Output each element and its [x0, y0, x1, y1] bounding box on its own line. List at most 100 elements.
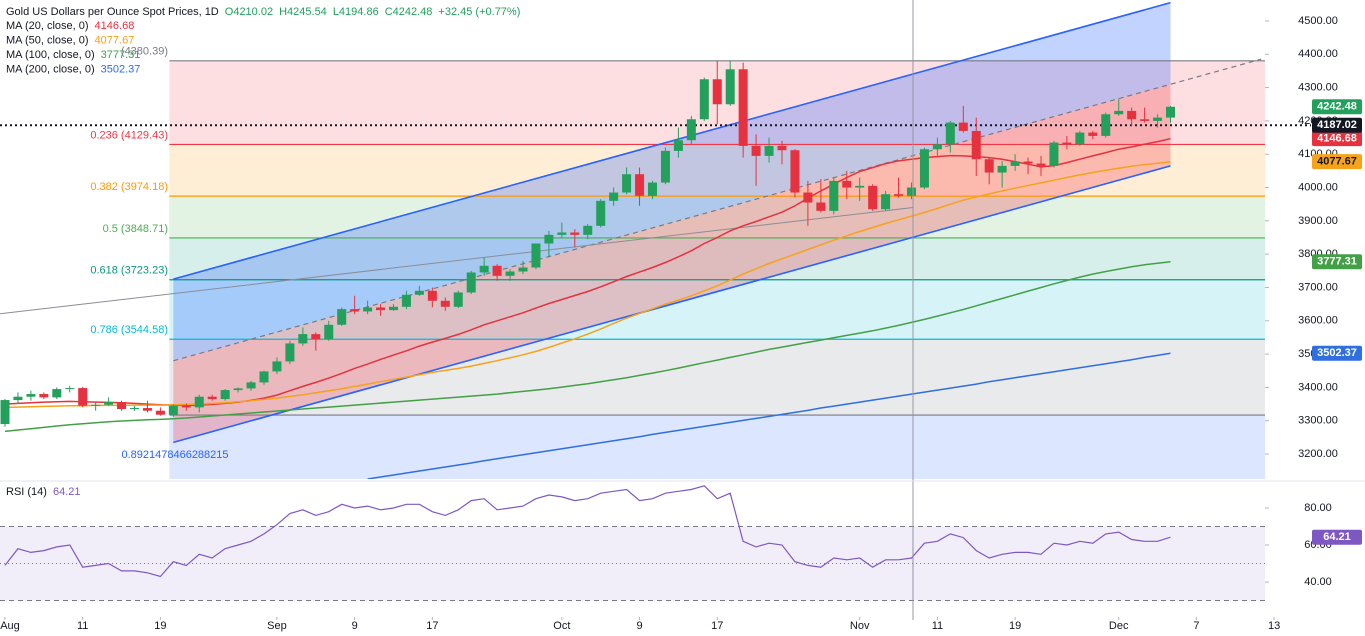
- candle-body: [376, 307, 386, 311]
- candle-body: [1140, 119, 1150, 121]
- candle-body: [1075, 132, 1085, 145]
- candle-body: [168, 405, 178, 415]
- x-tick-label: 7: [1193, 620, 1199, 632]
- rsi-band-fill: [0, 526, 1265, 601]
- fib-level-label: 0.786 (3544.58): [90, 324, 168, 336]
- channel-upper-fill: [173, 2, 1171, 361]
- quote-item: +32.45 (+0.77%): [438, 6, 520, 18]
- y-tick-label: 4300.00: [1298, 82, 1338, 94]
- candle-body: [751, 145, 761, 156]
- x-tick-label: Dec: [1109, 620, 1129, 632]
- fib-zone: [169, 144, 1265, 197]
- legend-entry: MA (100, close, 0) 3777.31: [6, 49, 140, 61]
- candle-body: [738, 69, 748, 146]
- legend-value: 4146.68: [95, 20, 135, 32]
- ma-price-tag: 4077.67: [1317, 156, 1357, 168]
- header: Gold US Dollars per Ounce Spot Prices, 1…: [6, 6, 520, 498]
- candle-body: [78, 388, 88, 406]
- candle-body: [26, 394, 36, 397]
- quote-item: C4242.48: [385, 6, 433, 18]
- candle-body: [1010, 161, 1020, 166]
- candle-body: [919, 149, 929, 188]
- quote-item: O4210.02: [225, 6, 273, 18]
- quote-item: L4194.86: [333, 6, 379, 18]
- candle-body: [363, 307, 373, 312]
- candle-body: [1062, 142, 1072, 145]
- channel-upper-line: [173, 1, 1171, 280]
- zones-layer: [0, 1, 1265, 479]
- candle-body: [855, 185, 865, 188]
- candle-body: [130, 408, 139, 410]
- y-tick-label: 4000.00: [1298, 181, 1338, 193]
- ma-price-tag-bg: [1312, 154, 1362, 170]
- candle-body: [505, 271, 515, 276]
- candle-body: [894, 194, 904, 196]
- candle-body: [1153, 117, 1163, 121]
- candle-body: [298, 334, 308, 344]
- candle-body: [52, 389, 62, 398]
- candle-body: [518, 267, 528, 272]
- tags-layer: 4146.68 4077.67 3777.31 3502.37 4187.02 4242.…: [1312, 99, 1362, 545]
- candle-body: [104, 402, 114, 405]
- candle-body: [272, 361, 282, 372]
- candle-body: [117, 402, 127, 410]
- candle-body: [932, 144, 942, 150]
- candle-body: [803, 192, 813, 203]
- candle-body: [414, 290, 424, 295]
- fib-zone: [169, 339, 1265, 416]
- x-tick-label: Aug: [0, 620, 20, 632]
- x-tick-label: 17: [426, 620, 438, 632]
- x-tick-label: 19: [1009, 620, 1021, 632]
- candle-body: [816, 202, 826, 211]
- x-tick-label: 9: [352, 620, 358, 632]
- quote-item: H4245.54: [279, 6, 327, 18]
- candle-body: [958, 122, 968, 131]
- moving-average-line: [4, 260, 1171, 433]
- candle-body: [1127, 110, 1137, 120]
- fib-level-label: 0.5 (3848.71): [103, 223, 168, 235]
- candle-body: [13, 396, 23, 401]
- legend-name: MA (20, close, 0): [6, 20, 89, 32]
- legend-entry: MA (50, close, 0) 4077.67: [6, 34, 134, 46]
- legend-value: 3502.37: [101, 63, 141, 75]
- candle-body: [0, 400, 10, 425]
- candle-body: [440, 300, 450, 307]
- legend-name: MA (200, close, 0): [6, 63, 95, 75]
- moving-average-line: [367, 352, 1171, 479]
- y-tick-label: 3700.00: [1298, 281, 1338, 293]
- candle-body: [233, 388, 243, 391]
- candle-body: [984, 159, 994, 173]
- candle-body: [65, 388, 75, 390]
- candle-body: [712, 79, 722, 105]
- last-price-tag: 4242.48: [1317, 101, 1357, 113]
- candle-body: [259, 371, 269, 383]
- ma-price-tag: 3502.37: [1317, 347, 1357, 359]
- price-line-tag-bg: [1312, 117, 1362, 133]
- legend-entry: MA (200, close, 0) 3502.37: [6, 63, 140, 75]
- y-tick-label: 3900.00: [1298, 215, 1338, 227]
- candle-body: [596, 200, 606, 226]
- candle-body: [570, 232, 580, 235]
- y-tick-label: 3600.00: [1298, 315, 1338, 327]
- candle-body: [1023, 161, 1033, 164]
- ma-price-tag-bg: [1312, 345, 1362, 361]
- candle-body: [790, 150, 800, 193]
- candle-body: [648, 182, 657, 196]
- candle-body: [609, 192, 619, 201]
- candle-body: [401, 294, 411, 307]
- candle-body: [945, 122, 955, 145]
- candle-body: [181, 405, 191, 408]
- fib-level-label: 0.236 (4129.43): [90, 129, 168, 141]
- ma-price-tag: 3777.31: [1317, 256, 1357, 268]
- x-tick-label: 19: [154, 620, 166, 632]
- fib-level-label: (4380.39): [121, 46, 168, 58]
- candle-body: [583, 225, 593, 235]
- candle-body: [311, 334, 321, 340]
- candle-body: [220, 390, 230, 400]
- candle-body: [557, 232, 567, 235]
- rsi-value: 64.21: [53, 486, 81, 498]
- candle-body: [1088, 132, 1098, 136]
- candle-body: [453, 292, 463, 307]
- candle-body: [660, 150, 670, 183]
- candle-body: [1101, 114, 1111, 136]
